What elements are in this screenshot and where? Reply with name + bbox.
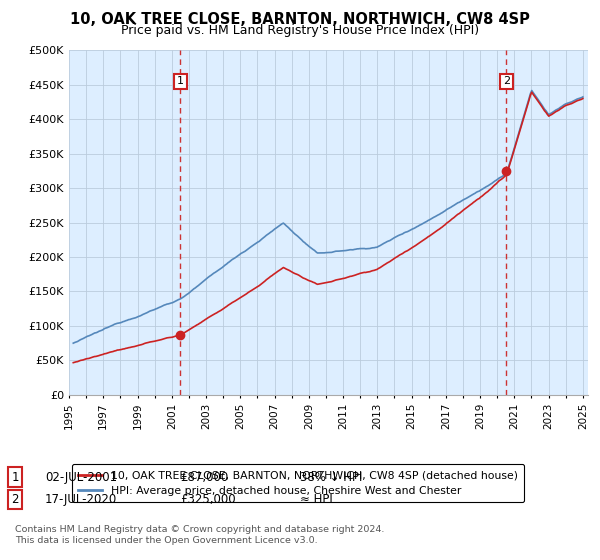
- Text: 1: 1: [11, 470, 19, 484]
- Text: 17-JUL-2020: 17-JUL-2020: [45, 493, 117, 506]
- Legend: 10, OAK TREE CLOSE, BARNTON, NORTHWICH, CW8 4SP (detached house), HPI: Average p: 10, OAK TREE CLOSE, BARNTON, NORTHWICH, …: [72, 464, 524, 502]
- Text: 2: 2: [503, 76, 510, 86]
- Text: 02-JUL-2001: 02-JUL-2001: [45, 470, 117, 484]
- Text: 38% ↓ HPI: 38% ↓ HPI: [300, 470, 362, 484]
- Text: Price paid vs. HM Land Registry's House Price Index (HPI): Price paid vs. HM Land Registry's House …: [121, 24, 479, 36]
- Text: Contains HM Land Registry data © Crown copyright and database right 2024.
This d: Contains HM Land Registry data © Crown c…: [15, 525, 385, 545]
- Text: 2: 2: [11, 493, 19, 506]
- Text: ≈ HPI: ≈ HPI: [300, 493, 333, 506]
- Text: 1: 1: [177, 76, 184, 86]
- Text: £325,000: £325,000: [180, 493, 236, 506]
- Text: 10, OAK TREE CLOSE, BARNTON, NORTHWICH, CW8 4SP: 10, OAK TREE CLOSE, BARNTON, NORTHWICH, …: [70, 12, 530, 27]
- Text: £87,000: £87,000: [180, 470, 228, 484]
